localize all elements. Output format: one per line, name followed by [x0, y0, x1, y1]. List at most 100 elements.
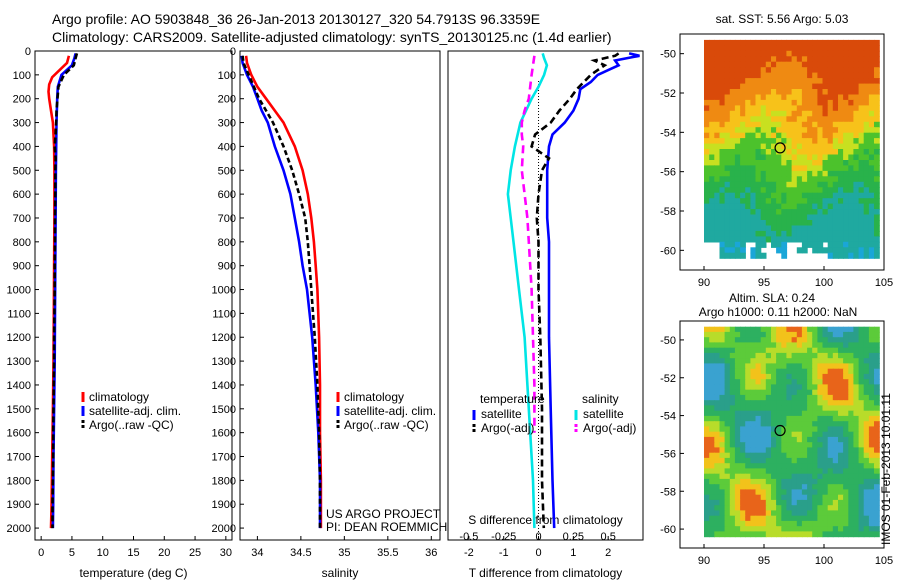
sla_map-cell [704, 384, 710, 391]
sst_map-cell [817, 132, 824, 139]
sst_map-cell [848, 39, 855, 46]
temperature-ytick-label: 700 [13, 213, 31, 225]
sla_map-cell [776, 463, 782, 469]
sst_map-cell [832, 181, 839, 188]
sst_map-cell [729, 39, 736, 46]
sla_map-cell [801, 405, 808, 412]
sla_map-cell [858, 478, 865, 485]
sst_map-cell [740, 110, 746, 117]
sst_map-cell [848, 61, 855, 68]
sst_map-cell [843, 225, 849, 232]
sst_map-cell [755, 176, 762, 183]
sla_map-cell [832, 526, 839, 532]
sla_map-cell [874, 347, 880, 354]
sla_map-cell [765, 394, 772, 401]
sla_map-cell [853, 442, 860, 448]
pi-annotation: PI: DEAN ROEMMICH [326, 520, 447, 534]
sla_map-cell [827, 457, 834, 464]
sst_map-cell [822, 187, 829, 194]
sla_map-cell [776, 410, 782, 417]
sst_map-cell [724, 67, 731, 74]
sla_map-cell [796, 436, 803, 443]
sst_map-cell [719, 160, 726, 167]
sst_map-cell [734, 110, 741, 117]
sla_map-cell [734, 400, 741, 406]
sst_map-cell [745, 127, 751, 134]
sst_map-cell [843, 165, 849, 172]
sla_map-cell [817, 426, 824, 433]
sla_map-cell [853, 405, 860, 412]
sla_map-cell [858, 363, 865, 370]
sst_map-cell [832, 165, 839, 172]
sst_map-cell [740, 143, 746, 150]
sla_map-cell [760, 352, 767, 359]
sst_map-cell [755, 252, 762, 259]
sst_map-cell [704, 116, 710, 123]
sla_map-cell [838, 473, 844, 480]
sla_map-cell [714, 326, 721, 333]
sst_map-cell [801, 94, 808, 101]
sla_map-cell [729, 421, 736, 427]
sla_map-cell [832, 431, 839, 438]
sst_map-cell [807, 127, 813, 134]
pi-annotation: US ARGO PROJECT [326, 507, 441, 521]
sla_map-cell [868, 442, 875, 448]
sst_map-cell [760, 50, 767, 57]
sla_map-cell [832, 478, 839, 485]
sst_map-cell [724, 149, 731, 156]
sla_map-cell [812, 421, 818, 427]
sla_map-cell [812, 373, 818, 380]
sst_map-cell [745, 89, 751, 96]
sla_map-cell [771, 358, 777, 364]
sst_map-cell [843, 89, 849, 96]
sla_map-cell [786, 373, 793, 380]
sla_map-cell [724, 415, 731, 422]
sla_map-cell [771, 410, 777, 417]
sla_map-cell [729, 331, 736, 338]
sla_map-cell [765, 389, 772, 396]
sla_map-cell [755, 526, 762, 532]
sla_map-cell [734, 431, 741, 438]
sst_map-cell [740, 241, 746, 248]
sst_map-cell [755, 78, 762, 85]
sst_map-cell [807, 170, 813, 177]
sst_map-cell [724, 50, 731, 57]
sla_map-cell [801, 526, 808, 532]
sst_map-cell [801, 160, 808, 167]
sst_map-cell [858, 83, 865, 90]
sla_map-cell [781, 442, 788, 448]
sst_map-cell [714, 61, 721, 68]
sst_map-cell [812, 116, 818, 123]
sla_map-cell [796, 489, 803, 496]
sla_map-cell [745, 415, 751, 422]
sla_map-cell [724, 379, 731, 385]
sla_map-cell [709, 442, 715, 448]
temperature-axes-frame [34, 50, 233, 541]
sst_map-cell [848, 72, 855, 79]
sla_map-cell [843, 436, 849, 443]
sla_map-cell [827, 436, 834, 443]
sla_map-cell [786, 331, 793, 338]
sla_map-cell [868, 478, 875, 485]
sst_map-cell [827, 192, 834, 199]
sla_map-cell [729, 442, 736, 448]
sla_map-cell [729, 368, 736, 375]
sst_map-cell [874, 50, 880, 57]
sla_map-cell [755, 358, 762, 364]
sla_map-cell [734, 457, 741, 464]
sla_map-cell [714, 463, 721, 469]
sst_map-cell [812, 39, 818, 46]
sst_map-cell [786, 236, 793, 243]
sla_map-cell [760, 452, 767, 459]
sla_map-cell [704, 452, 710, 459]
sla_map-cell [868, 473, 875, 480]
sst_map-cell [843, 121, 849, 128]
sla_map-ytick-label: -52 [660, 373, 676, 385]
sla_map-cell [863, 431, 870, 438]
sst_map-cell [868, 176, 875, 183]
sla_map-cell [791, 431, 798, 438]
sla_map-cell [740, 389, 746, 396]
sst_map-cell [817, 209, 824, 216]
sst_map-cell [709, 50, 715, 57]
sla_map-cell [853, 505, 860, 511]
